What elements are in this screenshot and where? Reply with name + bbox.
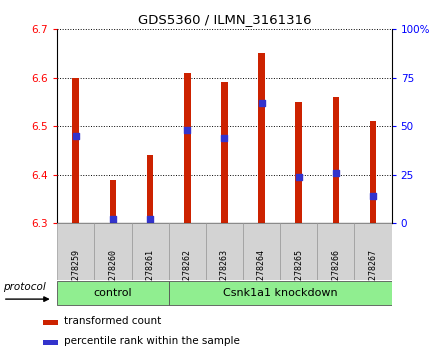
Bar xyxy=(57,281,169,305)
Text: transformed count: transformed count xyxy=(64,316,161,326)
Bar xyxy=(110,180,116,223)
Bar xyxy=(169,281,392,305)
Text: GSM1278261: GSM1278261 xyxy=(146,249,154,298)
Text: GSM1278263: GSM1278263 xyxy=(220,249,229,298)
Bar xyxy=(94,223,132,280)
Text: GSM1278262: GSM1278262 xyxy=(183,249,192,298)
Text: GSM1278267: GSM1278267 xyxy=(369,249,378,298)
Point xyxy=(258,100,265,106)
Text: Csnk1a1 knockdown: Csnk1a1 knockdown xyxy=(223,288,337,298)
Point xyxy=(110,216,117,222)
Point xyxy=(332,170,339,176)
Bar xyxy=(295,102,302,223)
Text: percentile rank within the sample: percentile rank within the sample xyxy=(64,336,240,346)
Text: GSM1278264: GSM1278264 xyxy=(257,249,266,298)
Bar xyxy=(43,340,58,345)
Bar xyxy=(258,53,265,223)
Text: GSM1278260: GSM1278260 xyxy=(108,249,117,298)
Bar xyxy=(221,82,228,223)
Text: protocol: protocol xyxy=(3,282,46,292)
Bar xyxy=(243,223,280,280)
Point xyxy=(295,174,302,180)
Point xyxy=(184,127,191,133)
Point xyxy=(72,133,79,139)
Text: GSM1278265: GSM1278265 xyxy=(294,249,303,298)
Bar xyxy=(355,223,392,280)
Bar xyxy=(57,223,94,280)
Bar xyxy=(370,121,376,223)
Text: GSM1278259: GSM1278259 xyxy=(71,249,80,298)
Text: control: control xyxy=(94,288,132,298)
Bar xyxy=(147,155,154,223)
Bar xyxy=(169,223,206,280)
Title: GDS5360 / ILMN_3161316: GDS5360 / ILMN_3161316 xyxy=(138,13,311,26)
Bar xyxy=(317,223,355,280)
Bar xyxy=(184,73,191,223)
Text: GSM1278266: GSM1278266 xyxy=(331,249,341,298)
Bar xyxy=(132,223,169,280)
Bar xyxy=(43,320,58,325)
Bar xyxy=(206,223,243,280)
Point xyxy=(370,193,377,199)
Point xyxy=(147,216,154,222)
Bar xyxy=(280,223,317,280)
Bar xyxy=(73,78,79,223)
Point xyxy=(221,135,228,141)
Bar xyxy=(333,97,339,223)
